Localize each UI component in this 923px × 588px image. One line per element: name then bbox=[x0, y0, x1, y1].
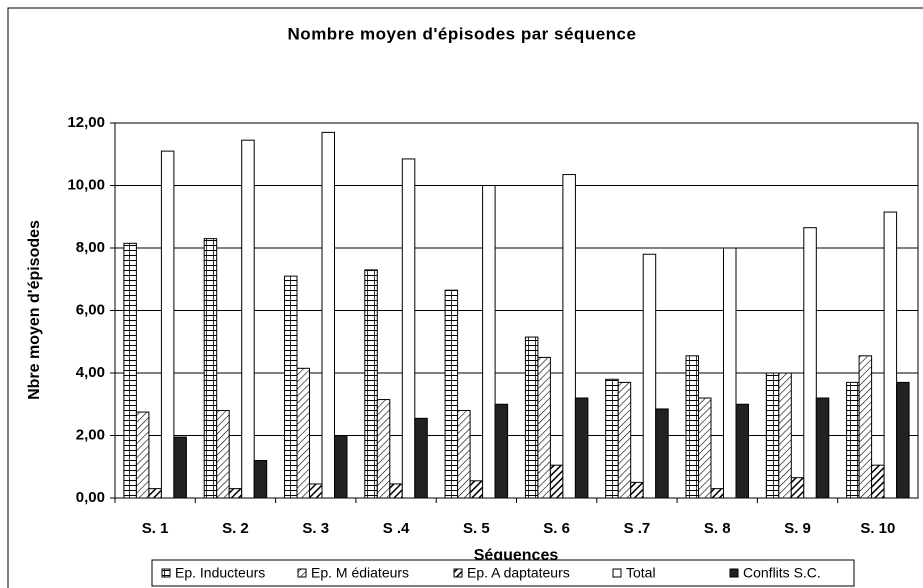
chart-title: Nombre moyen d'épisodes par séquence bbox=[288, 24, 637, 43]
bar bbox=[685, 355, 699, 499]
x-tick-label: S. 3 bbox=[302, 520, 329, 537]
y-axis-title: Nbre moyen d'épisodes bbox=[26, 220, 43, 400]
bar bbox=[203, 238, 218, 499]
bar bbox=[815, 397, 830, 499]
bar bbox=[494, 403, 509, 499]
bar bbox=[173, 436, 187, 499]
bar bbox=[160, 150, 175, 499]
y-tick-label: 0,00 bbox=[76, 489, 105, 506]
y-tick-label: 8,00 bbox=[76, 239, 105, 256]
bar bbox=[253, 460, 268, 499]
legend-label: Ep. A daptateurs bbox=[467, 565, 570, 581]
bar bbox=[562, 174, 576, 499]
bar bbox=[321, 131, 335, 499]
bar bbox=[642, 253, 657, 499]
bar bbox=[241, 139, 255, 499]
bar bbox=[216, 410, 230, 499]
legend-swatch bbox=[161, 568, 171, 578]
x-tick-label: S. 5 bbox=[463, 520, 490, 537]
bar bbox=[883, 211, 898, 499]
bar bbox=[284, 275, 298, 499]
bar bbox=[735, 403, 749, 499]
legend-swatch bbox=[612, 568, 622, 578]
x-tick-label: S. 6 bbox=[543, 520, 570, 537]
x-tick-label: S. 8 bbox=[704, 520, 731, 537]
x-tick-label: S. 9 bbox=[784, 520, 811, 537]
bar bbox=[444, 289, 459, 499]
bar bbox=[778, 372, 792, 499]
legend-swatch bbox=[297, 568, 307, 578]
bar bbox=[698, 397, 712, 499]
x-tick-label: S. 2 bbox=[222, 520, 249, 537]
bar bbox=[414, 417, 428, 499]
bar bbox=[765, 372, 780, 499]
bar bbox=[148, 488, 162, 499]
bar bbox=[296, 367, 310, 499]
legend-label: Ep. M édiateurs bbox=[311, 565, 409, 581]
bar bbox=[482, 185, 496, 499]
bar bbox=[846, 381, 860, 499]
bar bbox=[549, 464, 564, 499]
bar bbox=[364, 269, 378, 499]
bar bbox=[790, 477, 805, 499]
legend-label: Conflits S.C. bbox=[743, 565, 821, 581]
bar bbox=[537, 356, 551, 499]
bar bbox=[123, 242, 137, 499]
bar bbox=[401, 158, 416, 499]
bar bbox=[605, 378, 619, 499]
x-tick-label: S .7 bbox=[624, 520, 651, 537]
bar bbox=[803, 227, 817, 499]
x-tick-label: S. 1 bbox=[142, 520, 169, 537]
bar bbox=[858, 355, 873, 499]
bar bbox=[309, 483, 323, 499]
bar bbox=[655, 408, 669, 499]
bar bbox=[710, 488, 724, 499]
y-tick-label: 12,00 bbox=[67, 114, 105, 131]
legend-swatch bbox=[729, 568, 739, 578]
bar bbox=[524, 336, 539, 499]
legend-label: Ep. Inducteurs bbox=[175, 565, 265, 581]
x-tick-label: S. 10 bbox=[860, 520, 895, 537]
y-tick-label: 6,00 bbox=[76, 301, 105, 318]
bar bbox=[376, 399, 391, 499]
y-tick-label: 10,00 bbox=[67, 176, 105, 193]
bar bbox=[871, 464, 885, 499]
bar bbox=[389, 483, 403, 499]
y-tick-label: 4,00 bbox=[76, 364, 105, 381]
legend-swatch bbox=[453, 568, 463, 578]
y-tick-label: 2,00 bbox=[76, 426, 105, 443]
bar bbox=[723, 247, 737, 499]
bar bbox=[574, 397, 589, 499]
bar bbox=[469, 480, 484, 499]
bar bbox=[135, 411, 150, 499]
bar bbox=[617, 381, 632, 499]
x-tick-label: S .4 bbox=[383, 520, 410, 537]
legend-label: Total bbox=[626, 565, 656, 581]
bar bbox=[334, 435, 348, 499]
bar bbox=[896, 381, 910, 499]
bar bbox=[457, 410, 471, 499]
bar bbox=[630, 481, 644, 499]
bar bbox=[228, 488, 243, 499]
